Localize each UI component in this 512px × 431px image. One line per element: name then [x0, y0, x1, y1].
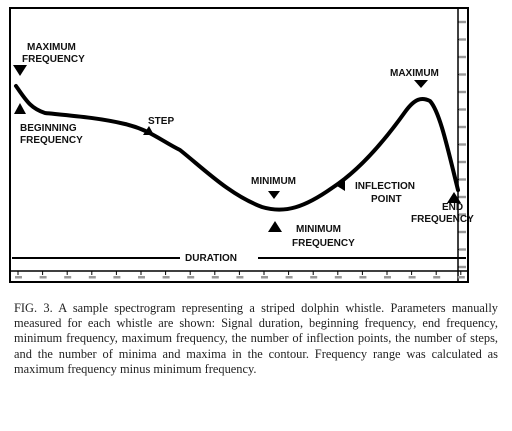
- bottom-tick-label-mark: [334, 276, 342, 279]
- maximum-frequency-label: MAXIMUM FREQUENCY: [22, 42, 85, 65]
- right-tick-label-mark: [459, 248, 466, 251]
- right-tick-label-mark: [459, 195, 466, 199]
- bottom-tick-label-mark: [457, 276, 465, 279]
- bottom-tick-label-mark: [39, 276, 47, 279]
- right-tick-label-mark: [459, 125, 466, 129]
- bottom-tick-label-mark: [64, 276, 72, 279]
- bottom-axis-ticks: [15, 271, 465, 279]
- duration-label: DURATION: [185, 253, 237, 264]
- bottom-tick-label-mark: [15, 276, 22, 279]
- right-axis-ticks: [458, 20, 466, 269]
- minimum-marker: [268, 191, 280, 199]
- bottom-tick-label-mark: [359, 276, 367, 279]
- right-tick-label-mark: [459, 55, 466, 59]
- figure-caption: FIG. 3. A sample spectrogram representin…: [14, 301, 498, 376]
- right-tick-label-mark: [459, 143, 466, 146]
- bottom-tick-label-mark: [310, 276, 318, 279]
- minimum-frequency-label: MINIMUM FREQUENCY: [292, 224, 355, 249]
- maximum-marker: [414, 80, 428, 88]
- beginning-frequency-label: BEGINNING FREQUENCY: [20, 123, 83, 146]
- step-marker: [143, 126, 154, 135]
- spectrogram-figure: MAXIMUM FREQUENCY BEGINNING FREQUENCY ST…: [9, 7, 474, 283]
- right-tick-label-mark: [459, 230, 466, 234]
- right-tick-label-mark: [459, 73, 466, 76]
- right-tick-label-mark: [459, 213, 466, 216]
- bottom-tick-label-mark: [384, 276, 391, 279]
- bottom-tick-label-mark: [261, 276, 268, 279]
- end-frequency-label: END FREQUENCY: [411, 202, 474, 225]
- bottom-tick-label-mark: [162, 276, 170, 279]
- inflection-point-marker: [337, 181, 345, 191]
- maximum-label: MAXIMUM: [390, 68, 439, 79]
- step-label: STEP: [148, 116, 174, 127]
- bottom-tick-label-mark: [187, 276, 195, 279]
- bottom-tick-label-mark: [408, 276, 416, 279]
- bottom-tick-label-mark: [88, 276, 96, 279]
- beginning-frequency-marker: [14, 103, 26, 114]
- right-tick-label-mark: [459, 265, 466, 269]
- minimum-label: MINIMUM: [251, 176, 296, 187]
- duration-label-bg: [180, 248, 258, 264]
- bottom-tick-label-mark: [113, 276, 121, 279]
- right-tick-label-mark: [459, 108, 466, 111]
- right-tick-label-mark: [459, 90, 466, 94]
- whistle-contour: [14, 84, 460, 212]
- right-tick-label-mark: [459, 38, 466, 41]
- bottom-tick-label-mark: [236, 276, 244, 279]
- bottom-tick-label-mark: [138, 276, 145, 279]
- right-tick-label-mark: [459, 20, 466, 24]
- maximum-frequency-marker: [13, 65, 27, 76]
- bottom-tick-label-mark: [211, 276, 219, 279]
- inflection-point-label: INFLECTION POINT: [355, 181, 418, 205]
- plot-frame: [9, 7, 469, 283]
- end-frequency-marker: [447, 192, 461, 203]
- minimum-frequency-marker: [268, 221, 282, 232]
- bottom-tick-label-mark: [285, 276, 293, 279]
- right-tick-label-mark: [459, 160, 466, 164]
- bottom-tick-label-mark: [433, 276, 441, 279]
- right-tick-label-mark: [459, 178, 466, 181]
